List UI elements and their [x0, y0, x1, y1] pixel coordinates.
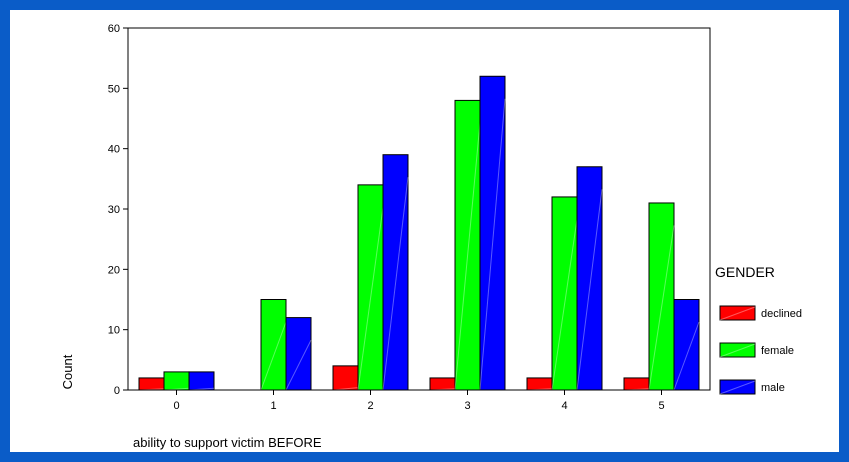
legend-title: GENDER	[715, 264, 775, 280]
bar-female-5	[648, 202, 675, 391]
y-tick-label: 50	[108, 83, 120, 95]
bar-male-5	[673, 299, 700, 391]
bar-chart: 0 10 20 30 40 50 60 0 1 2 3 4 5 Count ability to su…	[60, 23, 802, 450]
x-axis: 0 1 2 3 4 5	[173, 390, 665, 412]
legend-label: declined	[761, 308, 802, 320]
legend-label: female	[761, 345, 794, 357]
x-tick-label: 0	[173, 400, 179, 412]
bars-group	[138, 75, 700, 391]
bar-female-3	[454, 99, 481, 391]
x-tick-label: 1	[270, 400, 276, 412]
bar-female-4	[551, 196, 578, 391]
legend-swatch	[719, 305, 756, 321]
legend: GENDER declined female male	[715, 264, 802, 395]
y-tick-label: 20	[108, 264, 120, 276]
bar-male-2	[382, 154, 409, 391]
x-axis-title: ability to support victim BEFORE	[133, 435, 322, 450]
bar-declined-3	[429, 377, 456, 391]
bar-male-4	[576, 166, 603, 391]
bar-declined-2	[332, 365, 359, 391]
bar-male-0	[188, 371, 215, 391]
y-axis-title: Count	[60, 354, 75, 389]
legend-item-declined: declined	[719, 305, 802, 321]
y-axis: 0 10 20 30 40 50 60	[108, 23, 128, 397]
y-tick-label: 60	[108, 23, 120, 35]
bar-male-3	[479, 75, 506, 391]
y-tick-label: 30	[108, 204, 120, 216]
y-tick-label: 10	[108, 325, 120, 337]
bar-declined-0	[138, 377, 165, 391]
legend-item-male: male	[719, 379, 785, 395]
legend-swatch	[719, 379, 756, 395]
x-tick-label: 3	[464, 400, 470, 412]
bar-female-0	[163, 371, 190, 391]
bar-declined-5	[623, 377, 650, 391]
x-tick-label: 2	[367, 400, 373, 412]
bar-male-1	[285, 317, 312, 391]
bar-female-2	[357, 184, 384, 391]
plot-area-frame	[127, 27, 711, 391]
legend-label: male	[761, 382, 785, 394]
legend-item-female: female	[719, 342, 794, 358]
x-tick-label: 5	[658, 400, 664, 412]
legend-swatch	[719, 342, 756, 358]
y-tick-label: 40	[108, 144, 120, 156]
slide-frame: 0 10 20 30 40 50 60 0 1 2 3 4 5 Count ability to su…	[10, 10, 839, 452]
x-tick-label: 4	[561, 400, 567, 412]
bar-declined-4	[526, 377, 553, 391]
y-tick-label: 0	[114, 385, 120, 397]
bar-female-1	[260, 299, 287, 391]
